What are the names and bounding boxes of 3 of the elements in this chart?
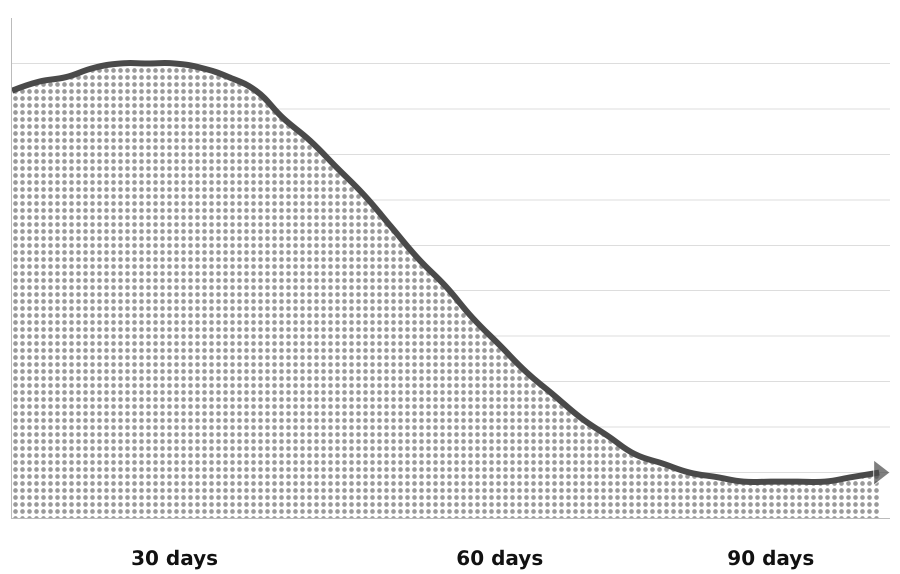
x-tick-label: 60 days <box>456 546 544 570</box>
x-tick-label: 90 days <box>727 546 814 570</box>
x-tick-label: 30 days <box>131 546 218 570</box>
